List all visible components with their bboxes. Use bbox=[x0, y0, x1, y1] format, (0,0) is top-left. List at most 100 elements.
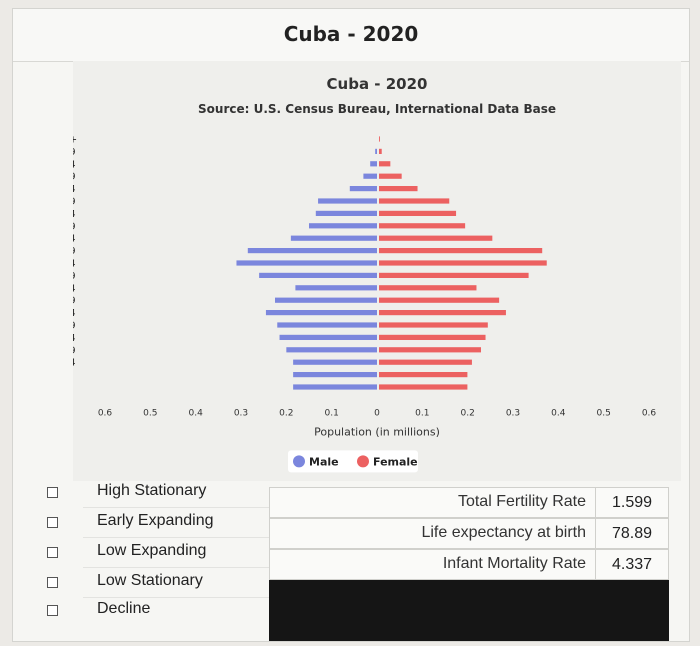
male-bar bbox=[293, 372, 377, 378]
age-group-label: 25-29 bbox=[73, 321, 76, 332]
age-group-label: 55-59 bbox=[73, 246, 76, 257]
female-bar bbox=[379, 210, 457, 216]
page-title: Cuba - 2020 bbox=[283, 22, 419, 46]
stat-row: Infant Mortality Rate 4.337 bbox=[269, 549, 669, 580]
checkbox-low-stationary[interactable] bbox=[47, 577, 58, 588]
chart-svg: Cuba - 2020 Source: U.S. Census Bureau, I… bbox=[73, 75, 657, 473]
male-bar bbox=[247, 248, 377, 254]
option-label: Early Expanding bbox=[97, 512, 214, 529]
x-tick-label: 0.6 bbox=[98, 408, 113, 418]
male-bar bbox=[279, 334, 377, 340]
stat-label: Total Fertility Rate bbox=[457, 493, 586, 510]
option-label: Low Stationary bbox=[97, 572, 203, 589]
option-label: Low Expanding bbox=[97, 542, 207, 559]
worksheet: Cuba - 2020 Cuba - 2020 Source: U.S. Cens… bbox=[12, 8, 690, 642]
x-tick-label: 0.3 bbox=[234, 408, 248, 418]
legend-male-marker bbox=[293, 455, 305, 468]
population-pyramid-chart: Cuba - 2020 Source: U.S. Census Bureau, I… bbox=[73, 61, 681, 481]
x-tick-label: 0.4 bbox=[189, 408, 204, 418]
x-tick-label: 0.4 bbox=[551, 408, 566, 418]
option-row: Low Stationary bbox=[83, 567, 269, 598]
redacted-row bbox=[269, 580, 669, 611]
female-bar bbox=[379, 347, 481, 353]
male-bar bbox=[265, 310, 377, 316]
female-bar bbox=[379, 372, 468, 378]
age-group-label: 40-44 bbox=[73, 283, 76, 294]
female-bar bbox=[379, 310, 506, 316]
male-bar bbox=[259, 272, 377, 278]
stat-value: 4.337 bbox=[595, 550, 668, 579]
female-bar bbox=[379, 198, 450, 204]
x-tick-label: 0.2 bbox=[461, 408, 475, 418]
legend-female-label: Female bbox=[373, 455, 418, 468]
chart-subtitle: Source: U.S. Census Bureau, Internationa… bbox=[198, 102, 556, 116]
x-axis-label: Population (in millions) bbox=[314, 425, 440, 438]
female-bar bbox=[379, 322, 488, 328]
female-bar bbox=[379, 384, 468, 390]
male-bar bbox=[349, 186, 377, 192]
age-group-label: 10-14 bbox=[73, 358, 76, 369]
checkbox-early-expanding[interactable] bbox=[47, 517, 58, 528]
option-label: High Stationary bbox=[97, 482, 207, 499]
age-group-label: 50-54 bbox=[73, 259, 76, 270]
stat-value: 78.89 bbox=[595, 519, 668, 548]
age-group-label: 65-69 bbox=[73, 221, 76, 232]
x-tick-label: 0 bbox=[374, 408, 380, 418]
female-bar bbox=[379, 285, 477, 291]
male-bar bbox=[277, 322, 377, 328]
checkbox-decline[interactable] bbox=[47, 605, 58, 616]
age-group-label: 60-64 bbox=[73, 234, 76, 245]
stat-row: Total Fertility Rate 1.599 bbox=[269, 487, 669, 518]
male-bar bbox=[363, 173, 377, 179]
male-bar bbox=[293, 359, 377, 365]
male-bar bbox=[293, 384, 377, 390]
stat-label: Life expectancy at birth bbox=[421, 524, 586, 541]
female-bar bbox=[379, 223, 466, 229]
male-bar bbox=[315, 210, 377, 216]
checkbox-low-expanding[interactable] bbox=[47, 547, 58, 558]
x-tick-label: 0.1 bbox=[325, 408, 339, 418]
female-bar bbox=[379, 173, 402, 179]
age-group-label: 85-89 bbox=[73, 172, 76, 183]
female-bar bbox=[379, 260, 547, 266]
option-row: Early Expanding bbox=[83, 507, 269, 538]
option-row: Decline bbox=[83, 597, 269, 627]
male-bar bbox=[236, 260, 377, 266]
x-tick-label: 0.5 bbox=[143, 408, 157, 418]
age-group-label: 70-74 bbox=[73, 209, 76, 220]
female-bar bbox=[379, 248, 543, 254]
x-tick-label: 0.3 bbox=[506, 408, 520, 418]
age-group-label: 20-24 bbox=[73, 333, 76, 344]
option-label: Decline bbox=[97, 600, 151, 617]
female-bar bbox=[379, 148, 382, 154]
redacted-row bbox=[269, 610, 669, 641]
age-group-label: 35-39 bbox=[73, 296, 76, 307]
stat-value: 1.599 bbox=[595, 488, 668, 517]
x-tick-label: 0.1 bbox=[415, 408, 429, 418]
chart-title: Cuba - 2020 bbox=[327, 75, 428, 93]
age-group-label: 75-79 bbox=[73, 197, 76, 208]
male-bar bbox=[309, 223, 377, 229]
age-group-label: 30-34 bbox=[73, 308, 76, 319]
legend-female-marker bbox=[357, 455, 369, 468]
header-bar: Cuba - 2020 bbox=[13, 9, 689, 62]
age-group-label: 45-49 bbox=[73, 271, 76, 282]
female-bar bbox=[379, 334, 486, 340]
female-bar bbox=[379, 161, 391, 167]
age-group-label: 90-94 bbox=[73, 159, 76, 170]
male-bar bbox=[286, 347, 377, 353]
age-group-label: 95-99 bbox=[73, 147, 76, 158]
female-bar bbox=[379, 136, 380, 142]
female-bar bbox=[379, 359, 472, 365]
female-bar bbox=[379, 235, 493, 241]
female-bar bbox=[379, 186, 418, 192]
male-bar bbox=[290, 235, 377, 241]
checkbox-high-stationary[interactable] bbox=[47, 487, 58, 498]
male-bar bbox=[370, 161, 377, 167]
female-bar bbox=[379, 297, 500, 303]
x-tick-label: 0.6 bbox=[642, 408, 657, 418]
x-tick-label: 0.5 bbox=[597, 408, 611, 418]
stat-row: Life expectancy at birth 78.89 bbox=[269, 518, 669, 549]
legend-box bbox=[288, 450, 418, 473]
stats-table: Total Fertility Rate 1.599 Life expectan… bbox=[269, 479, 669, 641]
